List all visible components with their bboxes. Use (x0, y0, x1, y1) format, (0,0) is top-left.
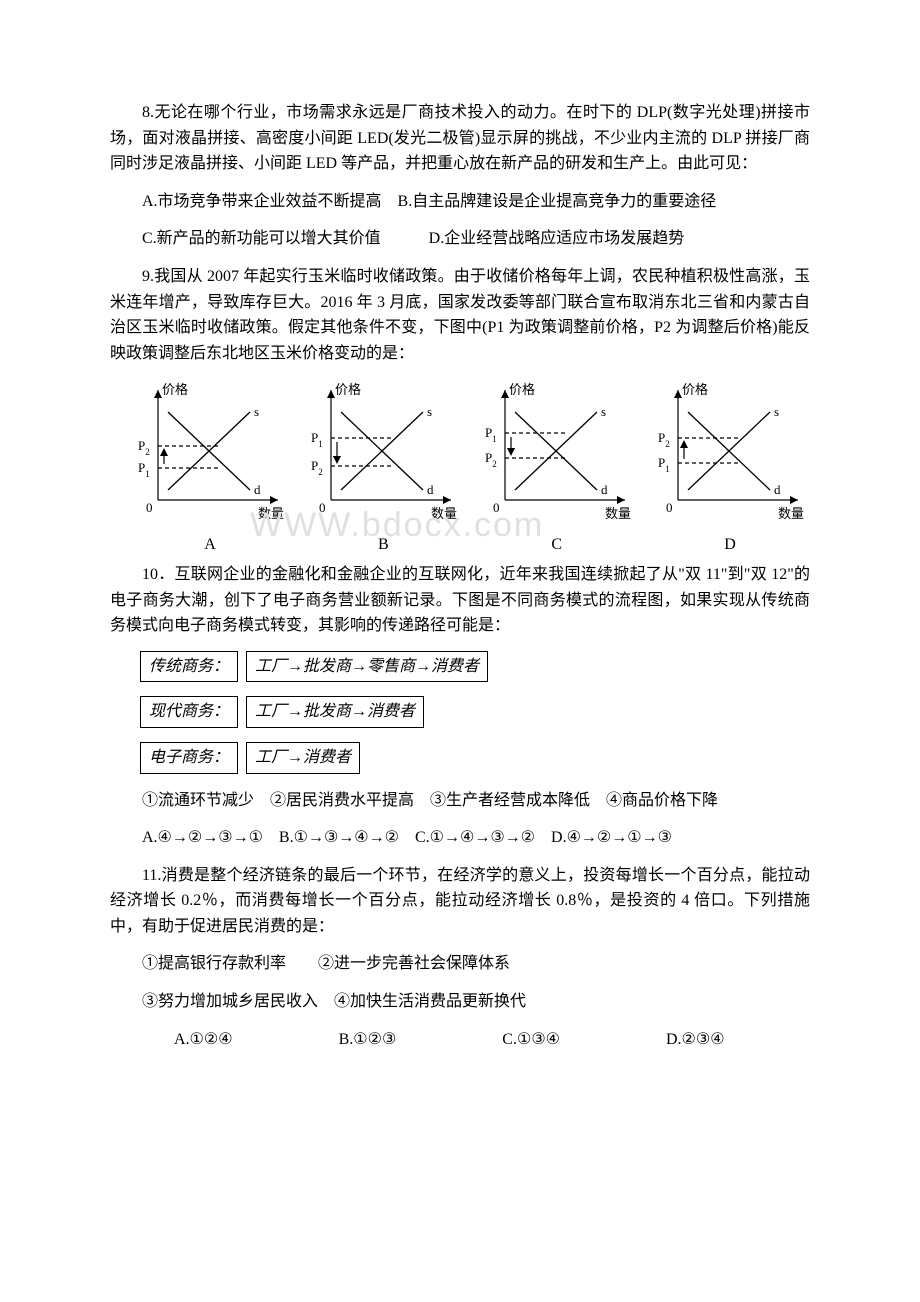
chart-option-label: A (204, 532, 216, 558)
svg-text:P2: P2 (658, 430, 670, 449)
flow-chain-box: 工厂→消费者 (246, 742, 360, 774)
q11-opt-b: B.①②③ (307, 1027, 397, 1053)
q8-text: 8.无论在哪个行业，市场需求永远是厂商技术投入的动力。在时下的 DLP(数字光处… (110, 100, 810, 177)
svg-text:s: s (774, 404, 779, 419)
svg-text:P2: P2 (138, 438, 150, 457)
q11-line2: ③努力增加城乡居民收入 ④加快生活消费品更新换代 (110, 989, 810, 1015)
q10-choices: A.④→②→③→① B.①→③→④→② C.①→④→③→② D.④→②→①→③ (110, 825, 810, 851)
svg-text:d: d (774, 482, 781, 497)
q8-options-ab: A.市场竞争带来企业效益不断提高 B.自主品牌建设是企业提高竞争力的重要途径 (110, 189, 810, 215)
chart-cell: 价格数量 0 s d P2 P1 D (650, 378, 810, 558)
svg-text:P1: P1 (311, 430, 323, 449)
svg-text:P1: P1 (485, 425, 497, 444)
svg-text:数量: 数量 (605, 506, 631, 521)
flow-chain-box: 工厂→批发商→消费者 (246, 696, 424, 728)
svg-text:价格: 价格 (509, 382, 535, 397)
q9-text: 9.我国从 2007 年起实行玉米临时收储政策。由于收储价格每年上调，农民种植积… (110, 264, 810, 366)
chart-option-label: C (551, 532, 562, 558)
flow-row: 现代商务：工厂→批发商→消费者 (140, 696, 810, 728)
q8-options-cd: C.新产品的新功能可以增大其价值 D.企业经营战略应适应市场发展趋势 (110, 226, 810, 252)
svg-text:价格: 价格 (682, 382, 708, 397)
svg-text:0: 0 (666, 500, 673, 515)
flow-label-box: 现代商务： (140, 696, 238, 728)
chart-option-label: D (724, 532, 736, 558)
q11-opt-d: D.②③④ (634, 1027, 725, 1053)
svg-text:P1: P1 (138, 460, 150, 479)
q11-line1: ①提高银行存款利率 ②进一步完善社会保障体系 (110, 951, 810, 977)
svg-text:d: d (427, 482, 434, 497)
q10-text: 10．互联网企业的金融化和金融企业的互联网化，近年来我国连续掀起了从"双 11"… (110, 562, 810, 639)
svg-text:价格: 价格 (162, 382, 188, 397)
svg-text:s: s (254, 404, 259, 419)
svg-text:P1: P1 (658, 455, 670, 474)
q10-flow-diagram: 传统商务：工厂→批发商→零售商→消费者现代商务：工厂→批发商→消费者电子商务：工… (140, 651, 810, 774)
flow-chain-box: 工厂→批发商→零售商→消费者 (246, 651, 488, 683)
flow-row: 传统商务：工厂→批发商→零售商→消费者 (140, 651, 810, 683)
svg-text:0: 0 (146, 500, 153, 515)
q11-text: 11.消费是整个经济链条的最后一个环节，在经济学的意义上，投资每增长一个百分点，… (110, 863, 810, 940)
q9-charts-row: WWW.bdocx.com 价格数量0sdP2P1A价格数量0sdP1P2B价格… (130, 378, 810, 558)
svg-text:P2: P2 (485, 450, 497, 469)
svg-text:价格: 价格 (335, 382, 361, 397)
q10-subopts: ①流通环节减少 ②居民消费水平提高 ③生产者经营成本降低 ④商品价格下降 (110, 788, 810, 814)
q11-options: A.①②④ B.①②③ C.①③④ D.②③④ (110, 1027, 810, 1053)
svg-text:d: d (601, 482, 608, 497)
svg-text:P2: P2 (311, 458, 323, 477)
svg-text:s: s (601, 404, 606, 419)
supply-demand-chart: 价格数量 0 s d P2 P1 (650, 378, 810, 528)
flow-label-box: 电子商务： (140, 742, 238, 774)
svg-text:s: s (427, 404, 432, 419)
svg-text:数量: 数量 (778, 506, 804, 521)
q11-opt-a: A.①②④ (142, 1027, 233, 1053)
svg-text:d: d (254, 482, 261, 497)
watermark-text: WWW.bdocx.com (250, 498, 544, 552)
flow-row: 电子商务：工厂→消费者 (140, 742, 810, 774)
flow-label-box: 传统商务： (140, 651, 238, 683)
q11-opt-c: C.①③④ (470, 1027, 560, 1053)
